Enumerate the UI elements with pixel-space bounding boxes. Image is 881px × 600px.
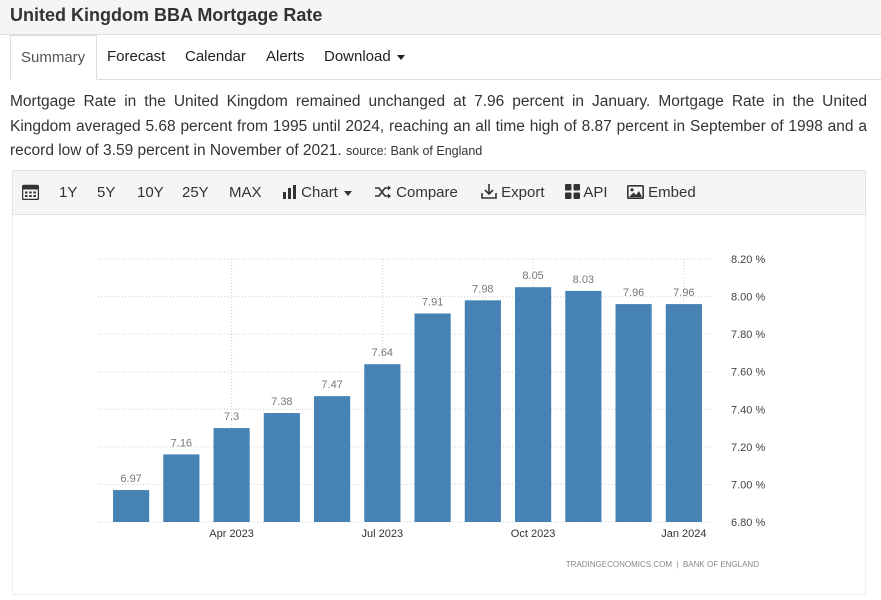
y-tick-label: 6.80 %: [731, 517, 765, 529]
data-label: 7.16: [171, 437, 192, 449]
y-tick-label: 7.20 %: [731, 442, 765, 454]
data-label: 7.38: [271, 396, 292, 408]
grid-icon: [565, 184, 580, 200]
chart-toolbar: 1Y 5Y 10Y 25Y MAX Chart Compare Export A…: [12, 170, 866, 215]
bar: [263, 413, 300, 522]
data-label: 6.97: [120, 473, 141, 485]
bar: [665, 304, 702, 522]
data-label: 8.03: [573, 274, 594, 286]
tab-alerts-label: Alerts: [266, 48, 305, 65]
tab-calendar-label: Calendar: [185, 48, 246, 65]
shuffle-icon: [375, 185, 391, 199]
api-button[interactable]: API: [565, 171, 608, 214]
tab-summary[interactable]: Summary: [10, 35, 97, 80]
tab-download[interactable]: Download: [314, 35, 415, 80]
chevron-down-icon: [343, 190, 352, 196]
tab-calendar[interactable]: Calendar: [175, 35, 256, 80]
embed-label: Embed: [648, 184, 696, 201]
data-label: 7.3: [224, 411, 239, 423]
api-label: API: [583, 184, 608, 201]
x-tick-label: Jul 2023: [362, 528, 404, 540]
export-button[interactable]: Export: [481, 171, 545, 214]
x-tick-label: Jan 2024: [661, 528, 706, 540]
range-25y-button[interactable]: 25Y: [182, 184, 209, 201]
bar: [615, 304, 652, 522]
y-axis-ticks: 6.80 % 7.00 % 7.20 % 7.40 % 7.60 % 7.80 % 8.00…: [731, 254, 765, 529]
calendar-icon: [21, 184, 40, 200]
data-label: 7.47: [321, 379, 342, 391]
export-label: Export: [501, 184, 545, 201]
chart-credit: TRADINGECONOMICS.COM | BANK OF ENGLAND: [566, 560, 759, 569]
compare-button[interactable]: Compare: [374, 171, 458, 214]
tab-forecast[interactable]: Forecast: [97, 35, 175, 80]
y-tick-label: 8.20 %: [731, 254, 765, 266]
y-tick-label: 7.60 %: [731, 367, 765, 379]
chart-type-button[interactable]: Chart: [283, 171, 352, 214]
chart-frame: 6.97 7.16 7.3 7.38 7.47 7.64 7.91 7.98 8.05 8.03 7…: [12, 215, 866, 595]
x-axis-ticks: Apr 2023 Jul 2023 Oct 2023 Jan 2024: [209, 528, 706, 540]
bar: [565, 290, 602, 522]
bar-chart: 6.97 7.16 7.3 7.38 7.47 7.64 7.91 7.98 8.05 8.03 7…: [98, 254, 765, 569]
tab-forecast-label: Forecast: [107, 48, 166, 65]
title-bar: United Kingdom BBA Mortgage Rate: [0, 0, 881, 35]
chart-type-label: Chart: [301, 184, 338, 201]
description-source: source: Bank of England: [346, 144, 483, 158]
range-max-button[interactable]: MAX: [229, 184, 262, 201]
x-tick-label: Apr 2023: [209, 528, 254, 540]
bar: [314, 396, 351, 522]
data-label: 8.05: [522, 270, 543, 282]
data-label: 7.96: [673, 287, 694, 299]
y-tick-label: 7.40 %: [731, 404, 765, 416]
data-label: 7.64: [372, 347, 393, 359]
tab-bar: Summary Forecast Calendar Alerts Downloa…: [10, 35, 881, 80]
chevron-down-icon: [396, 54, 405, 60]
y-tick-label: 7.00 %: [731, 479, 765, 491]
download-icon: [481, 184, 497, 199]
compare-label: Compare: [396, 184, 458, 201]
bar: [163, 454, 200, 522]
tab-download-label: Download: [324, 48, 391, 65]
data-label: 7.91: [422, 296, 443, 308]
range-10y-button[interactable]: 10Y: [137, 184, 164, 201]
bar: [113, 490, 150, 522]
bar: [414, 313, 451, 522]
data-label: 7.98: [472, 283, 493, 295]
range-1y-button[interactable]: 1Y: [59, 184, 78, 201]
data-label: 7.96: [623, 287, 644, 299]
embed-button[interactable]: Embed: [627, 171, 696, 214]
calendar-button[interactable]: [21, 171, 40, 214]
tab-summary-label: Summary: [21, 49, 86, 66]
bar: [364, 364, 401, 522]
tab-alerts[interactable]: Alerts: [256, 35, 314, 80]
y-tick-label: 7.80 %: [731, 329, 765, 341]
bar: [515, 287, 552, 522]
description-text: Mortgage Rate in the United Kingdom rema…: [10, 93, 867, 159]
bar-chart-icon: [283, 184, 296, 199]
y-tick-label: 8.00 %: [731, 292, 765, 304]
x-tick-label: Oct 2023: [511, 528, 556, 540]
description: Mortgage Rate in the United Kingdom rema…: [10, 90, 867, 164]
bar: [464, 300, 501, 522]
bar: [213, 428, 250, 522]
range-5y-button[interactable]: 5Y: [97, 184, 116, 201]
image-icon: [627, 184, 644, 199]
page-title: United Kingdom BBA Mortgage Rate: [10, 5, 323, 25]
data-labels: 6.97 7.16 7.3 7.38 7.47 7.64 7.91 7.98 8.05 8.03 7…: [120, 270, 694, 485]
bars: [113, 287, 702, 522]
